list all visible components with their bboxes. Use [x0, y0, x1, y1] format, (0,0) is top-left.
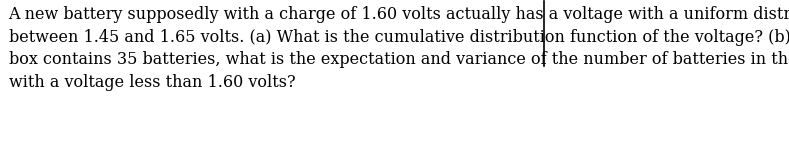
Text: A new battery supposedly with a charge of 1.60 volts actually has a voltage with: A new battery supposedly with a charge o… — [9, 6, 789, 91]
